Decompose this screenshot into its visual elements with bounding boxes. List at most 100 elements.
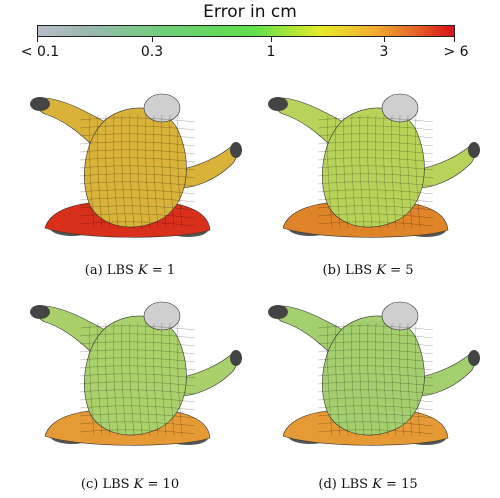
- hand-left: [30, 97, 50, 111]
- mesh-line: [317, 173, 434, 179]
- mesh-line: [317, 333, 434, 339]
- head: [143, 301, 181, 331]
- mesh-line: [137, 114, 143, 229]
- mesh-line: [79, 397, 196, 403]
- mesh-line: [89, 114, 95, 229]
- mesh-line: [317, 365, 434, 371]
- mesh-line: [161, 322, 167, 437]
- mesh-line: [343, 114, 349, 229]
- mesh-line: [79, 413, 196, 419]
- hand-left: [30, 305, 50, 319]
- mesh-line: [97, 114, 103, 229]
- mesh-line: [79, 405, 196, 411]
- mesh-line: [317, 189, 434, 195]
- mesh-line: [359, 322, 365, 437]
- mesh-line: [121, 114, 127, 229]
- mesh-line: [317, 357, 434, 363]
- mesh-line: [317, 421, 434, 427]
- mesh-line: [153, 114, 159, 229]
- mesh-line: [399, 114, 405, 229]
- mesh-line: [79, 117, 196, 123]
- caption-a: (a) LBS K = 1: [84, 263, 176, 278]
- mesh-line: [161, 114, 167, 229]
- mesh-line: [415, 114, 421, 229]
- mesh-line: [399, 322, 405, 437]
- mesh-line: [317, 341, 434, 347]
- mesh-line: [79, 349, 196, 355]
- mesh-line: [79, 133, 196, 139]
- mesh-line: [121, 322, 127, 437]
- mesh-line: [169, 114, 175, 229]
- mesh-figure: [30, 301, 242, 446]
- colorbar-tick: [271, 36, 272, 42]
- mesh-line: [383, 322, 389, 437]
- figure-panel-b: [248, 80, 488, 250]
- mesh-line: [317, 213, 434, 219]
- mesh-line: [367, 114, 373, 229]
- colorbar-tick-label: 1: [266, 44, 276, 60]
- mesh-line: [97, 322, 103, 437]
- mesh-line: [177, 114, 183, 229]
- mesh-line: [351, 322, 357, 437]
- mesh-line: [317, 117, 434, 123]
- caption-b: (b) LBS K = 5: [322, 263, 414, 278]
- mesh-line: [105, 114, 111, 229]
- mesh-line: [317, 397, 434, 403]
- mesh-line: [79, 333, 196, 339]
- mesh-line: [79, 205, 196, 211]
- mesh-line: [317, 157, 434, 163]
- head: [143, 93, 181, 123]
- mesh-line: [317, 165, 434, 171]
- colorbar-tick: [37, 36, 38, 42]
- head: [381, 301, 419, 331]
- mesh-line: [129, 322, 135, 437]
- mesh-line: [79, 381, 196, 387]
- mesh-line: [145, 114, 151, 229]
- mesh-line: [137, 322, 143, 437]
- mesh-line: [317, 389, 434, 395]
- mesh-line: [79, 197, 196, 203]
- colorbar-tick: [384, 36, 385, 42]
- mesh-line: [79, 213, 196, 219]
- mesh-line: [79, 189, 196, 195]
- colorbar-tick-label: 3: [379, 44, 389, 60]
- mesh-line: [391, 322, 397, 437]
- mesh-line: [129, 114, 135, 229]
- hand-right: [230, 350, 242, 366]
- hand-left: [268, 305, 288, 319]
- mesh-line: [89, 322, 95, 437]
- colorbar-tick-label: < 0.1: [20, 44, 60, 60]
- mesh-line: [79, 421, 196, 427]
- mesh-line: [317, 181, 434, 187]
- colorbar-title: Error in cm: [203, 2, 297, 22]
- mesh-line: [79, 157, 196, 163]
- mesh-line: [317, 373, 434, 379]
- mesh-line: [113, 114, 119, 229]
- mesh-line: [79, 173, 196, 179]
- figure-panel-a: [10, 80, 250, 250]
- caption-d: (d) LBS K = 15: [318, 477, 418, 492]
- colorbar: [37, 25, 455, 37]
- mesh-line: [317, 221, 434, 227]
- hand-right: [468, 350, 480, 366]
- mesh-line: [105, 322, 111, 437]
- hand-left: [268, 97, 288, 111]
- mesh-line: [153, 322, 159, 437]
- mesh-line: [317, 325, 434, 331]
- mesh-line: [177, 322, 183, 437]
- mesh-line: [317, 125, 434, 131]
- mesh-line: [79, 325, 196, 331]
- mesh-line: [113, 322, 119, 437]
- mesh-line: [351, 114, 357, 229]
- mesh-line: [407, 322, 413, 437]
- mesh-line: [359, 114, 365, 229]
- hand-right: [230, 142, 242, 158]
- mesh-line: [79, 341, 196, 347]
- mesh-line: [317, 205, 434, 211]
- colorbar-tick-label: > 6: [443, 44, 469, 60]
- mesh-line: [79, 389, 196, 395]
- mesh-line: [317, 381, 434, 387]
- mesh-line: [145, 322, 151, 437]
- mesh-line: [415, 322, 421, 437]
- mesh-line: [79, 373, 196, 379]
